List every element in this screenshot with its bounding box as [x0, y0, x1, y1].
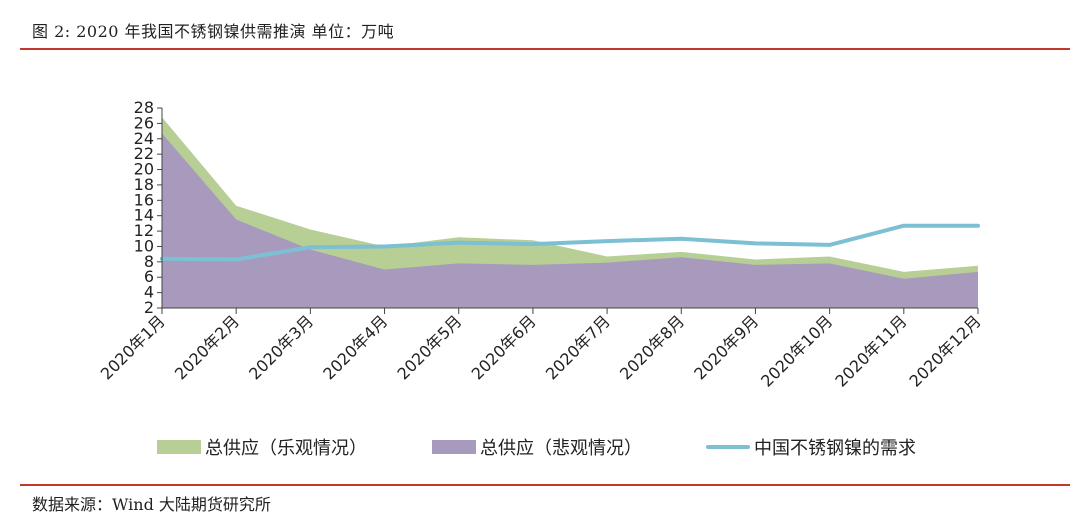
y-tick-label: 22 [134, 144, 154, 163]
x-tick-label: 2020年11月 [831, 311, 910, 390]
x-tick-label: 2020年4月 [319, 311, 391, 383]
y-tick-label: 26 [134, 113, 154, 132]
area-series-0 [162, 117, 978, 308]
legend-label-demand: 中国不锈钢镍的需求 [754, 438, 916, 459]
x-tick-label: 2020年9月 [690, 311, 762, 383]
legend-swatch-demand [706, 445, 750, 449]
legend: 总供应（乐观情况） 总供应（悲观情况） 中国不锈钢镍的需求 [0, 432, 1080, 462]
y-tick-label: 12 [134, 221, 154, 240]
legend-label-optimistic: 总供应（乐观情况） [205, 438, 367, 459]
x-tick-label: 2020年5月 [393, 311, 465, 383]
x-tick-label: 2020年10月 [757, 311, 836, 390]
source-note: 数据来源：Wind 大陆期货研究所 [32, 495, 271, 514]
area-series-1 [162, 133, 978, 308]
legend-item-demand: 中国不锈钢镍的需求 [706, 432, 916, 462]
y-tick-label: 8 [144, 252, 154, 271]
x-tick-label: 2020年1月 [97, 311, 169, 383]
y-tick-label: 6 [144, 267, 154, 286]
x-tick-label: 2020年8月 [616, 311, 688, 383]
x-tick-label: 2020年3月 [245, 311, 317, 383]
y-tick-label: 10 [134, 236, 154, 255]
y-tick-label: 16 [134, 190, 154, 209]
y-tick-label: 14 [134, 206, 154, 225]
x-tick-label: 2020年7月 [542, 311, 614, 383]
axes-layer [157, 107, 979, 314]
legend-swatch-optimistic [157, 440, 201, 454]
y-tick-label: 2 [144, 298, 154, 317]
demand-line [160, 223, 980, 262]
x-tick-label: 2020年12月 [906, 311, 985, 390]
y-tick-label: 24 [134, 129, 154, 148]
legend-label-pessimistic: 总供应（悲观情况） [480, 438, 642, 459]
x-tick-label: 2020年6月 [468, 311, 540, 383]
x-ticks-layer: 2020年1月 2020年2月 2020年3月 2020年4月 2020年5月 2020年… [97, 311, 985, 390]
legend-swatch-pessimistic [432, 440, 476, 454]
y-tick-label: 28 [134, 98, 154, 117]
y-tick-label: 20 [134, 160, 154, 179]
top-rule [20, 48, 1070, 50]
legend-item-pessimistic: 总供应（悲观情况） [432, 432, 642, 462]
chart-title: 图 2: 2020 年我国不锈钢镍供需推演 单位：万吨 [32, 22, 395, 41]
bottom-rule [20, 484, 1070, 486]
legend-item-optimistic: 总供应（乐观情况） [157, 432, 367, 462]
y-tick-label: 18 [134, 175, 154, 194]
areas-layer [162, 117, 978, 308]
x-tick-label: 2020年2月 [171, 311, 243, 383]
y-tick-label: 4 [144, 283, 154, 302]
